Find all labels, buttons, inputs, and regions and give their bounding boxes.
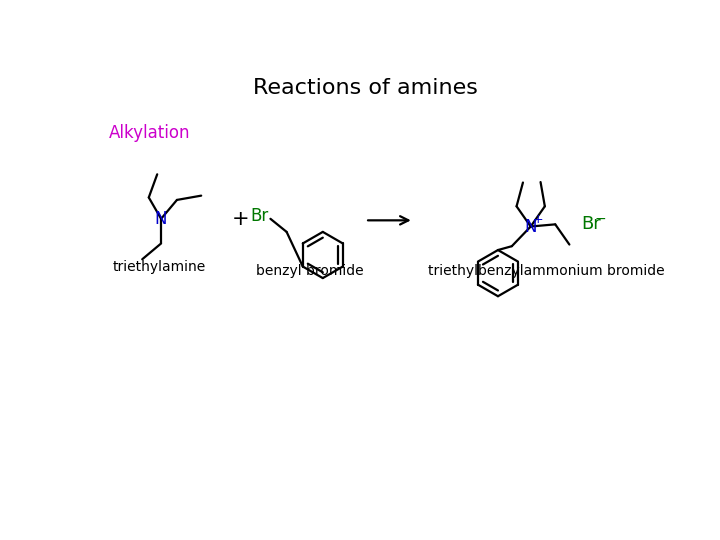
Text: −: − [595, 212, 606, 226]
Text: benzyl bromide: benzyl bromide [256, 264, 364, 278]
Text: Br: Br [581, 215, 600, 233]
Text: N: N [155, 210, 167, 228]
Text: Alkylation: Alkylation [109, 124, 190, 141]
Text: Reactions of amines: Reactions of amines [253, 78, 477, 98]
Text: Br: Br [251, 207, 269, 226]
Text: triethylamine: triethylamine [113, 260, 206, 274]
Text: N: N [524, 218, 537, 235]
Text: +: + [532, 213, 543, 226]
Text: +: + [232, 209, 249, 229]
Text: triethylbenzylammonium bromide: triethylbenzylammonium bromide [428, 264, 665, 278]
